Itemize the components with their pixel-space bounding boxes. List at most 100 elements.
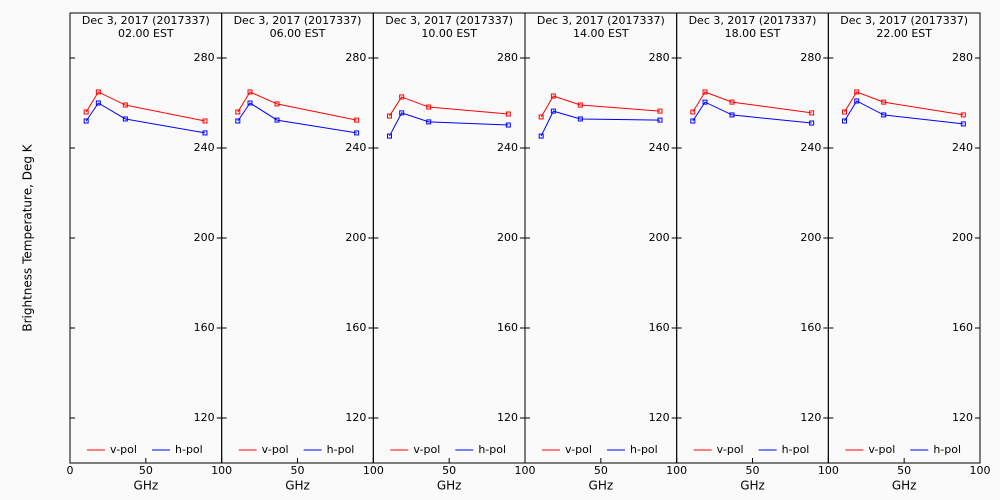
panel-subtitle: 22.00 EST [876, 27, 932, 40]
x-tick-label: 100 [515, 464, 536, 477]
y-tick-label: 280 [952, 51, 973, 64]
series-line [692, 91, 812, 114]
y-tick-label: 280 [649, 51, 670, 64]
data-point [247, 100, 253, 106]
panel-title: Dec 3, 2017 (2017337) [82, 14, 210, 27]
y-tick-label: 160 [649, 321, 670, 334]
data-point [235, 118, 241, 124]
series-line [692, 101, 812, 124]
legend-label: v-pol [262, 443, 289, 456]
data-point [235, 109, 241, 115]
data-point [702, 89, 708, 95]
data-point [354, 130, 360, 136]
data-point [960, 112, 966, 118]
data-point [399, 94, 405, 100]
data-point [386, 113, 392, 119]
data-point [83, 118, 89, 124]
data-point [426, 104, 432, 110]
data-point [274, 101, 280, 107]
data-point [505, 122, 511, 128]
data-point [657, 117, 663, 123]
y-tick-label: 200 [345, 231, 366, 244]
data-point [354, 117, 360, 123]
y-tick-label: 200 [649, 231, 670, 244]
data-point [538, 133, 544, 139]
x-axis-label: GHz [134, 479, 159, 493]
series-line [237, 102, 357, 134]
y-tick-label: 120 [649, 411, 670, 424]
x-tick-label: 100 [363, 464, 384, 477]
data-point [399, 110, 405, 116]
series-line [540, 110, 660, 137]
legend-label: h-pol [478, 443, 506, 456]
series-line [844, 100, 964, 125]
y-tick-label: 120 [194, 411, 215, 424]
panel-title: Dec 3, 2017 (2017337) [234, 14, 362, 27]
data-point [657, 108, 663, 114]
series-line [389, 96, 509, 117]
data-point [809, 120, 815, 126]
y-tick-label: 280 [800, 51, 821, 64]
data-point [386, 133, 392, 139]
y-tick-label: 280 [194, 51, 215, 64]
panel-subtitle: 02.00 EST [118, 27, 174, 40]
panel-subtitle: 06.00 EST [270, 27, 326, 40]
y-tick-label: 120 [800, 411, 821, 424]
y-tick-label: 240 [345, 141, 366, 154]
y-tick-label: 280 [497, 51, 518, 64]
y-tick-label: 120 [345, 411, 366, 424]
y-tick-label: 200 [194, 231, 215, 244]
panel-subtitle: 18.00 EST [725, 27, 781, 40]
y-tick-label: 240 [952, 141, 973, 154]
data-point [841, 109, 847, 115]
data-point [960, 121, 966, 127]
data-point [538, 114, 544, 120]
y-tick-label: 240 [649, 141, 670, 154]
data-point [729, 112, 735, 118]
data-point [690, 109, 696, 115]
data-point [247, 89, 253, 95]
x-tick-label: 50 [442, 464, 456, 477]
x-tick-label: 100 [818, 464, 839, 477]
panel-subtitle: 14.00 EST [573, 27, 629, 40]
panel-title: Dec 3, 2017 (2017337) [537, 14, 665, 27]
data-point [881, 112, 887, 118]
x-tick-label: 50 [139, 464, 153, 477]
data-point [854, 89, 860, 95]
y-tick-label: 280 [345, 51, 366, 64]
y-axis-label: Brightness Temperature, Deg K [21, 143, 35, 331]
y-tick-label: 240 [194, 141, 215, 154]
x-tick-label: 50 [746, 464, 760, 477]
legend-label: v-pol [110, 443, 137, 456]
series-line [237, 91, 357, 121]
data-point [426, 119, 432, 125]
y-tick-label: 160 [952, 321, 973, 334]
x-tick-label: 100 [211, 464, 232, 477]
series-line [389, 112, 509, 137]
legend-label: v-pol [717, 443, 744, 456]
data-point [95, 89, 101, 95]
x-tick-label: 50 [594, 464, 608, 477]
data-point [881, 99, 887, 105]
data-point [841, 118, 847, 124]
series-line [85, 91, 206, 122]
legend-label: v-pol [565, 443, 592, 456]
panel-subtitle: 10.00 EST [421, 27, 477, 40]
data-point [505, 111, 511, 117]
y-tick-label: 200 [497, 231, 518, 244]
series-line [85, 102, 206, 134]
panel-title: Dec 3, 2017 (2017337) [385, 14, 513, 27]
x-axis-label: GHz [740, 479, 765, 493]
y-tick-label: 200 [952, 231, 973, 244]
data-point [550, 108, 556, 114]
x-axis-label: GHz [589, 479, 614, 493]
y-tick-label: 200 [800, 231, 821, 244]
legend-label: h-pol [782, 443, 810, 456]
data-point [83, 109, 89, 115]
data-point [854, 98, 860, 104]
data-point [702, 99, 708, 105]
legend-label: h-pol [933, 443, 961, 456]
legend-label: v-pol [868, 443, 895, 456]
data-point [274, 117, 280, 123]
